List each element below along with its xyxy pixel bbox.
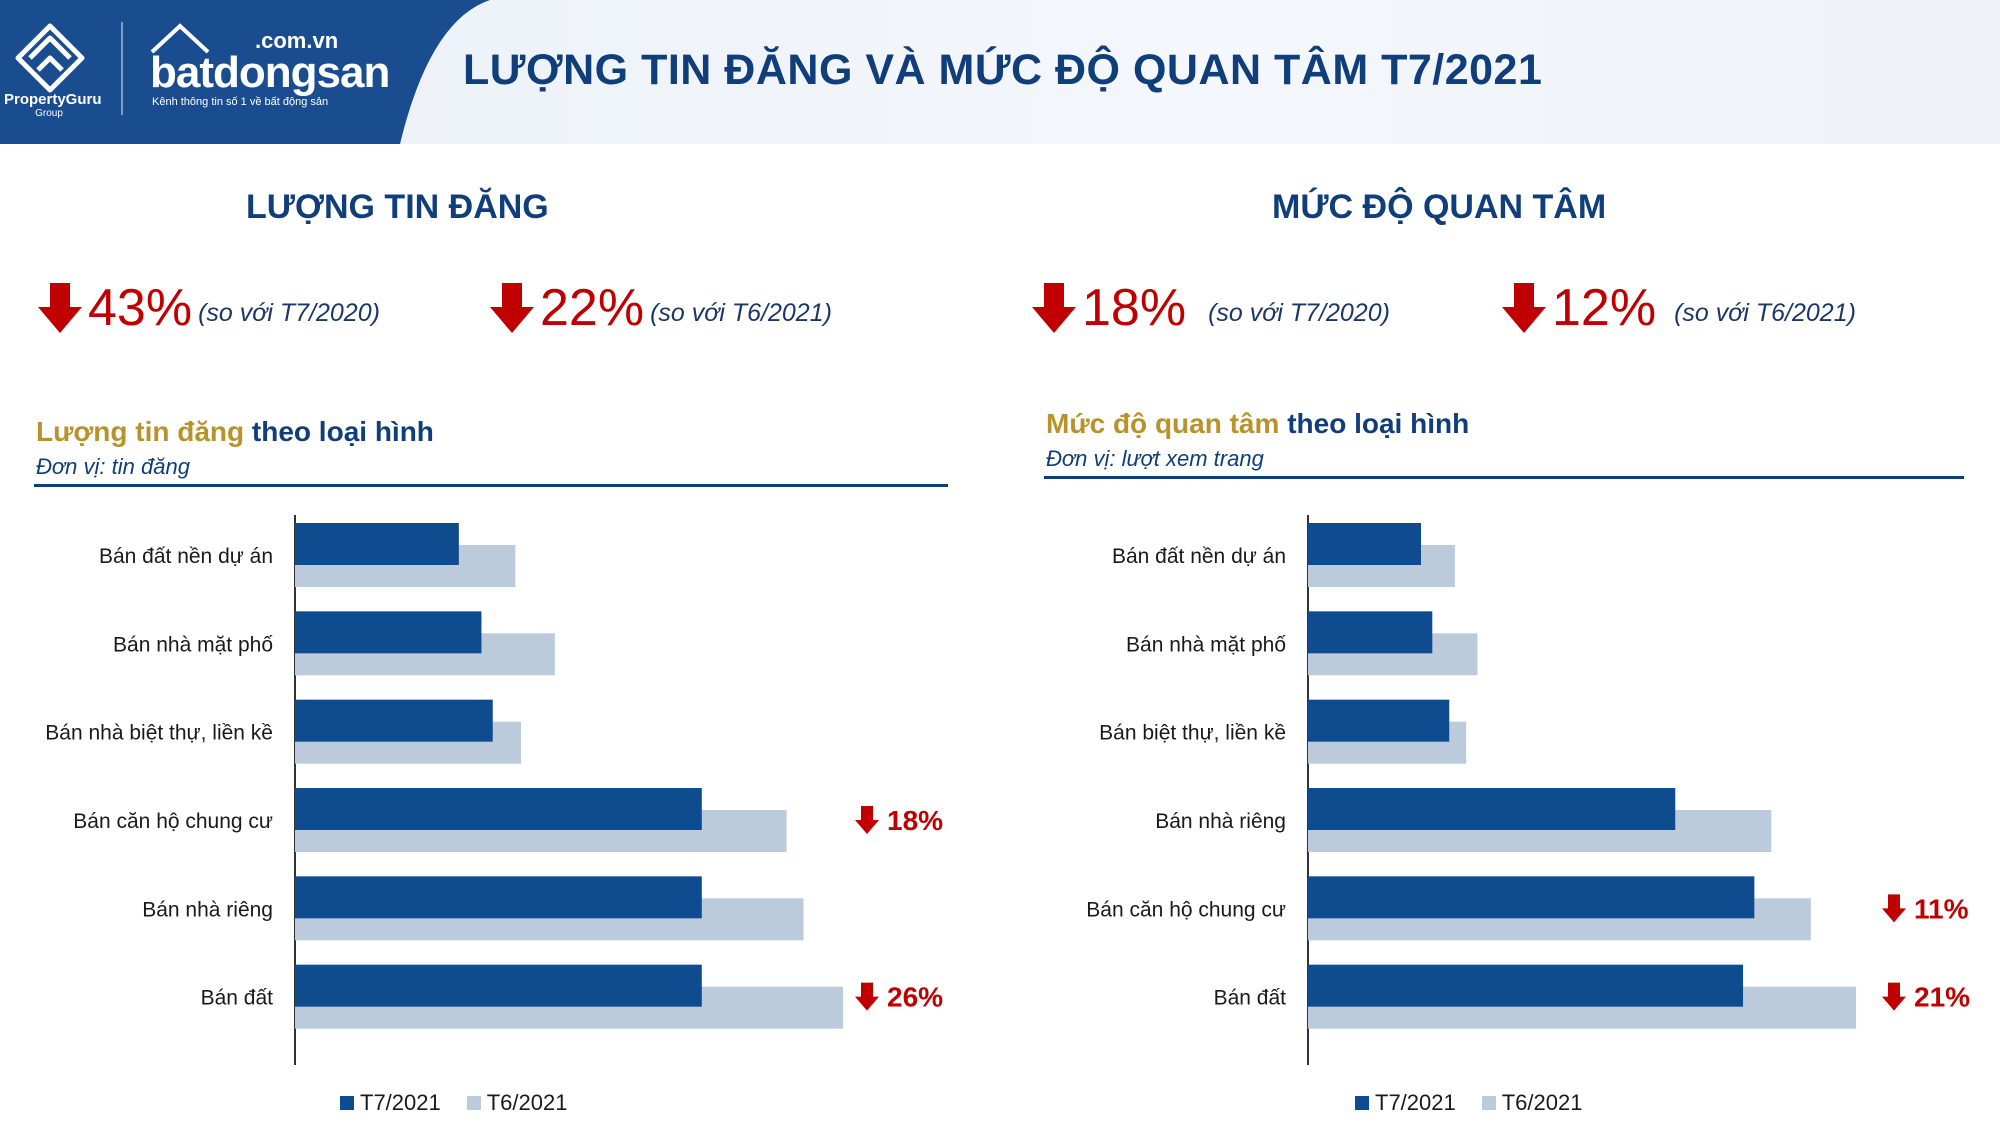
right-category-label: Bán biệt thự, liền kề — [1099, 722, 1286, 745]
right-bar-current — [1308, 523, 1421, 565]
left-bar-current — [295, 611, 482, 654]
left-annotation-down-arrow-icon — [855, 806, 879, 834]
right-bar-current — [1308, 611, 1433, 654]
stat-compare: (so với T7/2020) — [1208, 298, 1390, 327]
left-bar-current — [295, 876, 702, 919]
stat-compare: (so với T7/2020) — [198, 298, 380, 327]
chart-title-rest: theo loại hình — [251, 416, 434, 447]
brand-background — [0, 0, 490, 144]
left-stat-mom: 22% (so với T6/2021) — [490, 278, 832, 338]
right-category-label: Bán căn hộ chung cư — [1086, 898, 1286, 921]
chart-title-rest: theo loại hình — [1287, 408, 1470, 439]
right-section-title: MỨC ĐỘ QUAN TÂM — [1272, 188, 1607, 226]
right-chart-unit: Đơn vị: lượt xem trang — [1046, 446, 1264, 471]
legend-item-previous: T6/2021 — [466, 1090, 568, 1116]
brand-domain: .com.vn — [255, 28, 339, 53]
legend-item-current: T7/2021 — [1355, 1090, 1456, 1116]
legend-label: T7/2021 — [360, 1090, 441, 1115]
stat-compare: (so với T6/2021) — [650, 298, 832, 327]
right-stat-yoy: 18% (so với T7/2020) — [1032, 278, 1390, 338]
right-annotation-label: 11% — [1914, 893, 1969, 924]
brand-block: PropertyGuru Group .com.vn batdongsan Kê… — [0, 0, 500, 144]
stat-percent: 43% — [88, 279, 193, 337]
legend-item-current: T7/2021 — [340, 1090, 441, 1116]
right-category-label: Bán nhà riêng — [1155, 810, 1286, 833]
stat-compare: (so với T6/2021) — [1674, 298, 1856, 327]
left-category-label: Bán căn hộ chung cư — [73, 810, 273, 833]
down-arrow-icon — [490, 283, 534, 333]
legend-label: T6/2021 — [1501, 1090, 1583, 1115]
left-chart-title: Lượng tin đăng theo loại hình — [36, 416, 434, 448]
propertyguru-logo-icon — [15, 23, 85, 93]
left-bar-current — [295, 788, 702, 830]
left-category-label: Bán đất nền dự án — [99, 545, 273, 568]
left-annotation-down-arrow-icon — [855, 982, 879, 1011]
stat-percent: 22% — [540, 279, 645, 337]
left-bar-current — [295, 699, 493, 742]
left-legend: T7/2021 T6/2021 — [340, 1090, 593, 1116]
right-bar-current — [1308, 788, 1676, 830]
right-bar-current — [1308, 876, 1755, 919]
legend-swatch — [340, 1096, 354, 1110]
legend-swatch — [1355, 1096, 1369, 1110]
right-annotation-down-arrow-icon — [1882, 982, 1906, 1011]
left-annotation-label: 18% — [887, 805, 943, 836]
right-stat-mom: 12% (so với T6/2021) — [1502, 278, 1856, 338]
right-category-label: Bán đất — [1214, 987, 1287, 1010]
down-arrow-icon — [1032, 283, 1076, 333]
right-divider — [1044, 476, 1964, 479]
left-section-title: LƯỢNG TIN ĐĂNG — [246, 188, 549, 226]
left-category-label: Bán nhà biệt thự, liền kề — [45, 722, 273, 745]
down-arrow-icon — [38, 283, 82, 333]
right-bar-current — [1308, 699, 1450, 742]
left-bar-current — [295, 964, 702, 1007]
right-chart-title: Mức độ quan tâm theo loại hình — [1046, 408, 1469, 440]
left-chart-unit: Đơn vị: tin đăng — [36, 454, 190, 479]
left-category-label: Bán nhà mặt phố — [113, 633, 273, 656]
chart-title-highlight: Mức độ quan tâm — [1046, 408, 1280, 439]
left-category-label: Bán nhà riêng — [142, 898, 273, 921]
stat-percent: 12% — [1552, 279, 1657, 337]
right-category-label: Bán đất nền dự án — [1112, 545, 1286, 568]
right-annotation-label: 21% — [1914, 982, 1970, 1013]
legend-label: T7/2021 — [1375, 1090, 1456, 1115]
legend-label: T6/2021 — [486, 1090, 568, 1115]
group-name: PropertyGuru — [4, 91, 102, 108]
left-annotation-label: 26% — [887, 982, 943, 1013]
brand-name: batdongsan — [150, 48, 390, 97]
left-category-label: Bán đất — [201, 987, 274, 1010]
legend-item-previous: T6/2021 — [1481, 1090, 1583, 1116]
legend-swatch — [1481, 1096, 1496, 1110]
left-divider — [34, 484, 948, 487]
group-sub: Group — [35, 108, 63, 119]
left-bar-current — [295, 523, 459, 565]
right-bar-current — [1308, 964, 1744, 1007]
chart-title-highlight: Lượng tin đăng — [36, 416, 245, 447]
page-title: LƯỢNG TIN ĐĂNG VÀ MỨC ĐỘ QUAN TÂM T7/202… — [463, 46, 1543, 94]
house-icon — [150, 23, 210, 54]
right-category-label: Bán nhà mặt phố — [1126, 633, 1286, 656]
legend-swatch — [466, 1096, 481, 1110]
brand-tagline: Kênh thông tin số 1 về bất động sản — [152, 96, 329, 108]
down-arrow-icon — [1502, 283, 1546, 333]
stat-percent: 18% — [1082, 279, 1187, 337]
right-annotation-down-arrow-icon — [1882, 894, 1906, 923]
right-legend: T7/2021 T6/2021 — [1355, 1090, 1608, 1116]
left-stat-yoy: 43% (so với T7/2020) — [38, 278, 380, 338]
